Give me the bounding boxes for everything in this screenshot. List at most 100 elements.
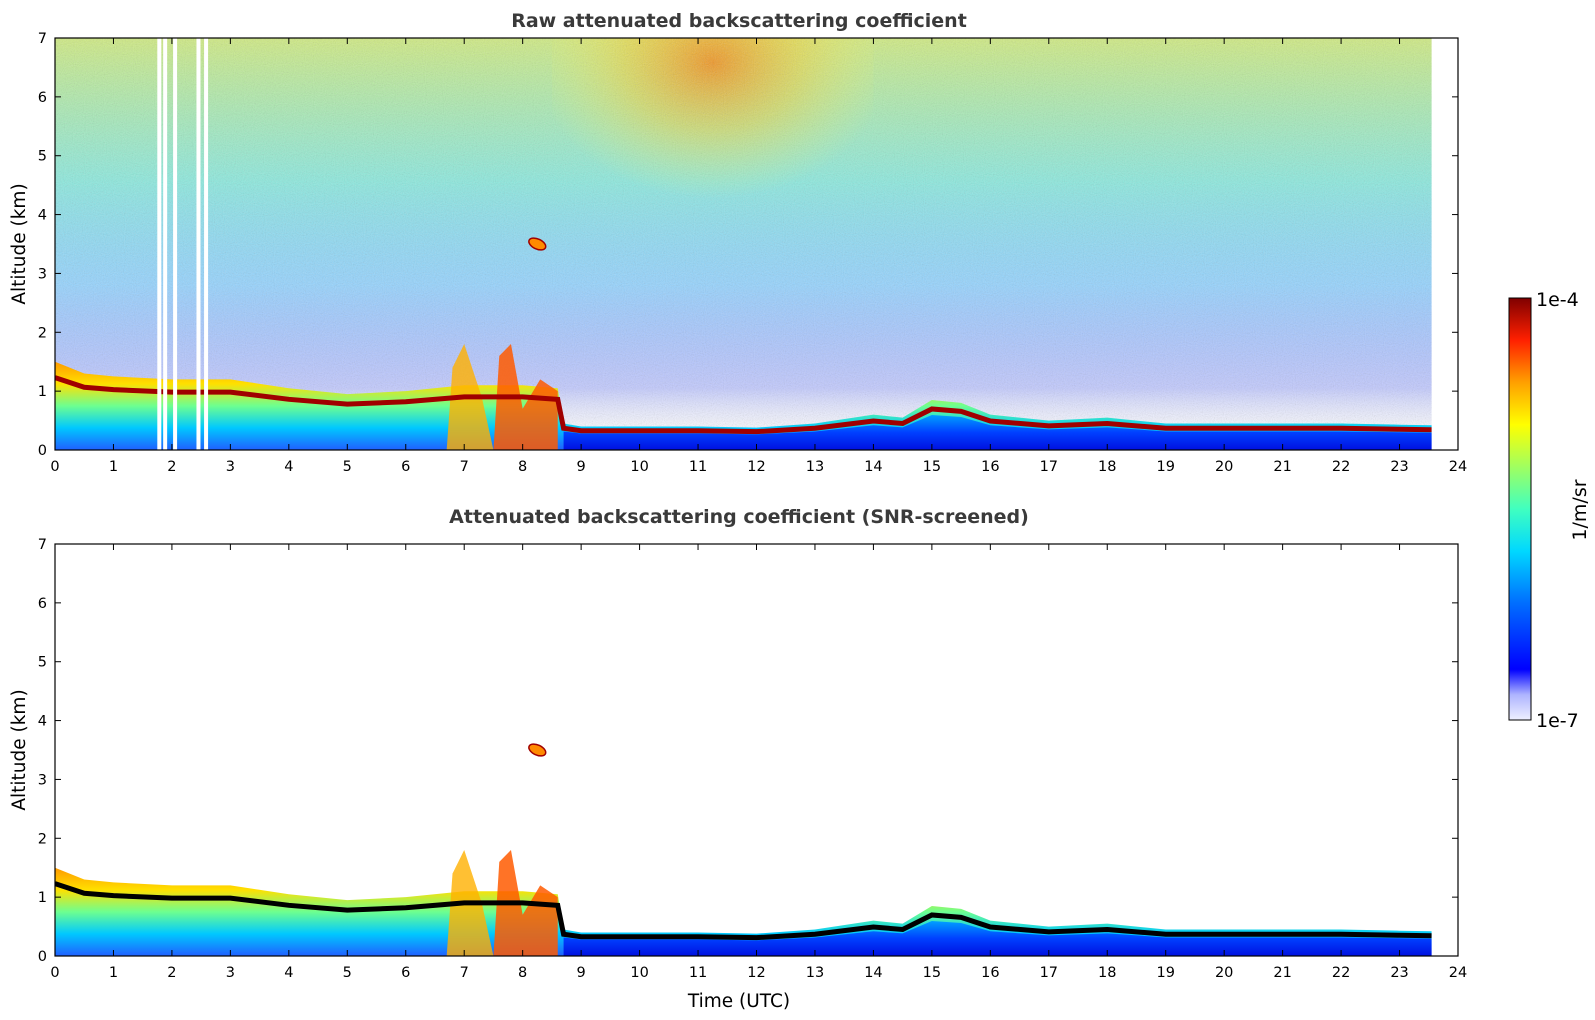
y-tick-label: 7 xyxy=(38,537,47,553)
x-tick-label: 8 xyxy=(518,965,527,981)
y-axis-label-raw: Altitude (km) xyxy=(9,183,30,304)
x-tick-label: 18 xyxy=(1098,459,1116,475)
data-gap-0 xyxy=(157,38,162,450)
y-tick-label: 1 xyxy=(38,890,47,906)
data-gap-3 xyxy=(196,38,201,450)
elevated-layer xyxy=(528,237,547,251)
x-tick-label: 18 xyxy=(1098,965,1116,981)
x-tick-label: 7 xyxy=(460,965,469,981)
y-tick-label: 2 xyxy=(38,831,47,847)
panel-raw: Raw attenuated backscattering coefficien… xyxy=(9,10,1467,475)
x-axis-label-screened: Time (UTC) xyxy=(687,991,790,1012)
x-tick-label: 10 xyxy=(630,965,648,981)
elevated-layer xyxy=(528,743,547,757)
data-gap-2 xyxy=(173,38,178,450)
sky-noise xyxy=(55,38,1432,450)
panel-screened: Attenuated backscattering coefficient (S… xyxy=(9,506,1467,1012)
x-tick-label: 20 xyxy=(1215,459,1233,475)
colorbar-gradient xyxy=(1508,297,1532,721)
x-tick-label: 8 xyxy=(518,459,527,475)
y-tick-label: 6 xyxy=(38,90,47,106)
x-tick-label: 16 xyxy=(981,965,999,981)
x-tick-label: 22 xyxy=(1332,965,1350,981)
x-axis-ticks-screened: 0 1 2 3 4 5 6 7 8 9 10 11 12 13 14 15 16 17 18 19 20 21 22 23 24 xyxy=(50,544,1467,981)
surface-layer xyxy=(563,920,1432,956)
x-tick-label: 17 xyxy=(1040,459,1058,475)
x-tick-label: 23 xyxy=(1390,965,1408,981)
x-tick-label: 6 xyxy=(401,965,410,981)
y-tick-label: 3 xyxy=(38,266,47,282)
x-tick-label: 22 xyxy=(1332,459,1350,475)
x-tick-label: 1 xyxy=(109,459,118,475)
y-tick-label: 7 xyxy=(38,31,47,47)
x-tick-label: 12 xyxy=(747,459,765,475)
y-tick-label: 6 xyxy=(38,596,47,612)
x-tick-label: 2 xyxy=(167,965,176,981)
x-tick-label: 12 xyxy=(747,965,765,981)
colorbar-min-label: 1e-7 xyxy=(1536,710,1579,732)
x-tick-label: 19 xyxy=(1156,459,1174,475)
x-tick-label: 14 xyxy=(864,459,882,475)
y-axis-label-screened: Altitude (km) xyxy=(9,689,30,810)
boundary-layer xyxy=(55,361,1432,450)
x-tick-label: 2 xyxy=(167,459,176,475)
y-tick-label: 2 xyxy=(38,325,47,341)
x-tick-label: 10 xyxy=(630,459,648,475)
x-tick-label: 15 xyxy=(923,965,941,981)
x-tick-label: 14 xyxy=(864,965,882,981)
y-tick-label: 1 xyxy=(38,384,47,400)
y-tick-label: 5 xyxy=(38,655,47,671)
x-tick-label: 1 xyxy=(109,965,118,981)
x-tick-label: 24 xyxy=(1449,459,1467,475)
colorbar-max-label: 1e-4 xyxy=(1536,289,1579,311)
x-tick-label: 13 xyxy=(806,965,824,981)
x-tick-label: 3 xyxy=(226,965,235,981)
colorbar-unit-label: 1/m/sr xyxy=(1569,479,1591,540)
x-tick-label: 20 xyxy=(1215,965,1233,981)
x-tick-label: 15 xyxy=(923,459,941,475)
x-tick-label: 24 xyxy=(1449,965,1467,981)
x-tick-label: 23 xyxy=(1390,459,1408,475)
surface-layer xyxy=(563,414,1432,450)
x-tick-label: 9 xyxy=(577,459,586,475)
x-tick-label: 5 xyxy=(343,459,352,475)
x-tick-label: 4 xyxy=(284,965,293,981)
x-tick-label: 3 xyxy=(226,459,235,475)
heatmap-raw xyxy=(55,38,1432,450)
boundary-layer xyxy=(55,867,1432,956)
y-axis-ticks-screened: 0 1 2 3 4 5 6 7 xyxy=(38,537,1458,965)
x-tick-label: 6 xyxy=(401,459,410,475)
aerosol-core xyxy=(493,344,558,450)
x-tick-label: 7 xyxy=(460,459,469,475)
colorbar: 1e-4 1e-7 1/m/sr xyxy=(1508,289,1591,732)
y-tick-label: 0 xyxy=(38,949,47,965)
x-tick-label: 0 xyxy=(50,965,59,981)
y-axis-ticks-raw: 0 1 2 3 4 5 6 7 xyxy=(38,31,1458,459)
x-tick-label: 11 xyxy=(689,965,707,981)
x-tick-label: 21 xyxy=(1273,965,1291,981)
x-tick-label: 21 xyxy=(1273,459,1291,475)
y-tick-label: 4 xyxy=(38,208,47,224)
y-tick-label: 0 xyxy=(38,443,47,459)
y-tick-label: 5 xyxy=(38,149,47,165)
layer-top-line xyxy=(55,375,1432,435)
data-gap-4 xyxy=(204,38,209,450)
heatmap-screened xyxy=(55,743,1432,956)
x-tick-label: 4 xyxy=(284,459,293,475)
aerosol-core xyxy=(493,850,558,956)
y-tick-label: 3 xyxy=(38,772,47,788)
x-axis-ticks-raw: 0 1 2 3 4 5 6 7 8 9 10 11 12 13 14 15 16 17 18 19 20 21 22 23 24 xyxy=(50,38,1467,475)
y-tick-label: 4 xyxy=(38,714,47,730)
x-tick-label: 9 xyxy=(577,965,586,981)
x-tick-label: 13 xyxy=(806,459,824,475)
x-tick-label: 0 xyxy=(50,459,59,475)
x-tick-label: 5 xyxy=(343,965,352,981)
x-tick-label: 17 xyxy=(1040,965,1058,981)
panel-title-raw: Raw attenuated backscattering coefficien… xyxy=(511,10,967,32)
x-tick-label: 16 xyxy=(981,459,999,475)
data-gap-1 xyxy=(163,38,168,450)
x-tick-label: 11 xyxy=(689,459,707,475)
layer-top-line xyxy=(55,881,1432,941)
x-tick-label: 19 xyxy=(1156,965,1174,981)
